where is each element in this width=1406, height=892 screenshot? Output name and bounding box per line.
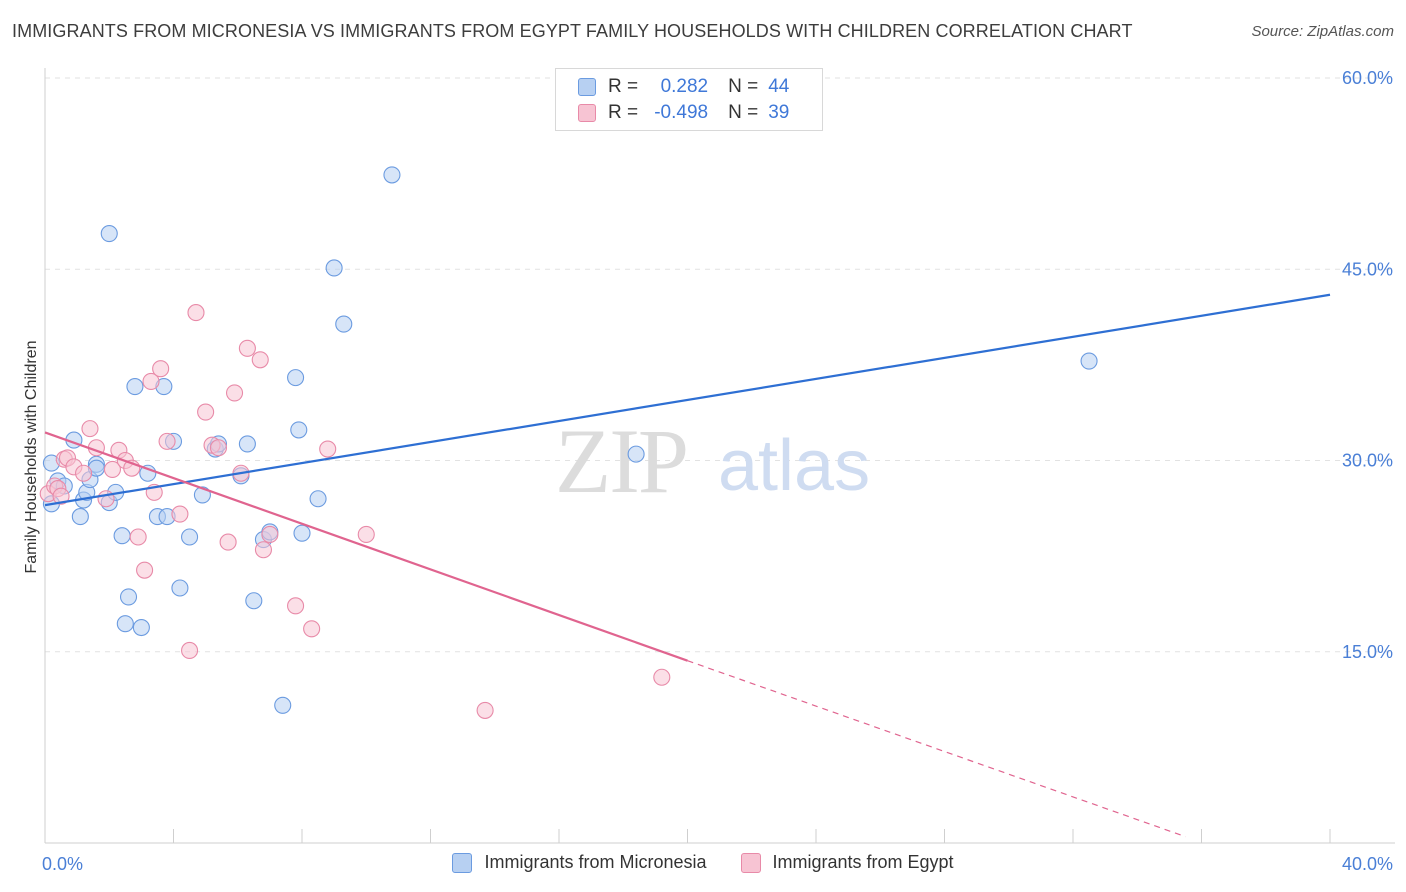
data-point: [171, 505, 189, 523]
data-point: [225, 384, 244, 402]
r-value-micronesia: 0.282: [660, 76, 709, 97]
stats-legend: R = 0.282 N = 44 R = -0.498 N = 39: [555, 68, 823, 131]
data-point: [325, 259, 343, 277]
data-point: [287, 369, 305, 387]
series-legend: Immigrants from Micronesia Immigrants fr…: [0, 852, 1406, 873]
data-point: [245, 592, 263, 610]
data-point: [142, 372, 160, 391]
n-label: N =: [728, 76, 759, 97]
x-tick-label: 40.0%: [1342, 854, 1393, 874]
data-point: [627, 445, 645, 463]
tick-labels: 15.0% 30.0% 45.0% 60.0% 0.0% 40.0%: [42, 68, 1393, 874]
trend-line-extension: [687, 660, 1186, 838]
data-point: [251, 351, 269, 369]
trend-line: [44, 293, 1331, 507]
series-egypt: [39, 304, 671, 719]
data-point: [287, 597, 305, 615]
trend-line: [44, 431, 688, 662]
data-point: [476, 701, 494, 719]
data-point: [274, 696, 292, 714]
data-point: [197, 403, 215, 421]
data-point: [119, 588, 138, 606]
n-value-micronesia: 44: [768, 76, 790, 97]
data-point: [52, 487, 70, 505]
legend-swatch-egypt: [740, 852, 761, 873]
data-point: [100, 225, 118, 243]
data-point: [181, 528, 199, 546]
data-point: [254, 541, 273, 559]
data-point: [113, 527, 131, 545]
data-point: [116, 615, 134, 633]
data-point: [319, 440, 337, 458]
legend-item-egypt: Immigrants from Egypt: [740, 852, 954, 873]
axes: [44, 68, 1395, 844]
legend-item-micronesia: Immigrants from Micronesia: [452, 852, 707, 873]
data-point: [1080, 352, 1098, 370]
r-label: R =: [608, 102, 639, 123]
data-point: [290, 421, 308, 439]
watermark-atlas: atlas: [718, 426, 870, 506]
data-point: [209, 439, 228, 457]
y-tick-label: 30.0%: [1342, 451, 1393, 471]
r-label: R =: [608, 76, 639, 97]
data-point: [181, 641, 199, 660]
y-tick-label: 15.0%: [1342, 642, 1393, 662]
data-point: [261, 525, 279, 544]
data-point: [653, 668, 671, 686]
data-point: [136, 561, 154, 579]
data-point: [309, 490, 327, 508]
r-value-egypt: -0.498: [654, 102, 709, 123]
chart-title: IMMIGRANTS FROM MICRONESIA VS IMMIGRANTS…: [12, 21, 1133, 41]
data-point: [129, 528, 147, 546]
x-tick-label: 0.0%: [42, 854, 83, 874]
trend-lines: [44, 293, 1331, 838]
stats-row-egypt: R = -0.498 N = 39: [578, 101, 789, 125]
data-point: [303, 620, 321, 638]
data-point: [293, 524, 311, 542]
data-point: [238, 435, 256, 453]
swatch-egypt: [578, 104, 596, 122]
data-point: [357, 525, 375, 544]
source-label: Source: ZipAtlas.com: [1251, 23, 1394, 40]
data-point: [383, 166, 401, 184]
stats-row-micronesia: R = 0.282 N = 44: [578, 75, 789, 99]
n-value-egypt: 39: [768, 102, 790, 123]
legend-label-micronesia: Immigrants from Micronesia: [484, 852, 707, 872]
y-axis-label: Family Households with Children: [23, 341, 40, 574]
data-point: [219, 533, 237, 551]
data-point: [238, 339, 256, 357]
grid-lines: [45, 77, 1395, 653]
data-point: [75, 464, 93, 482]
data-point: [132, 618, 150, 637]
data-point: [103, 460, 122, 478]
data-point: [81, 420, 99, 438]
y-tick-label: 45.0%: [1342, 259, 1393, 279]
y-tick-label: 60.0%: [1342, 68, 1393, 88]
data-point: [171, 579, 189, 597]
swatch-micronesia: [578, 78, 596, 96]
watermark-zip: ZIP: [555, 410, 687, 512]
legend-label-egypt: Immigrants from Egypt: [772, 852, 954, 872]
data-point: [158, 432, 176, 450]
data-point: [187, 304, 205, 322]
data-point: [335, 315, 353, 333]
data-point: [152, 360, 170, 378]
watermark: ZIP atlas: [555, 410, 870, 512]
data-point: [126, 377, 144, 396]
n-label: N =: [728, 102, 759, 123]
legend-swatch-micronesia: [452, 852, 473, 873]
data-point: [71, 508, 89, 526]
